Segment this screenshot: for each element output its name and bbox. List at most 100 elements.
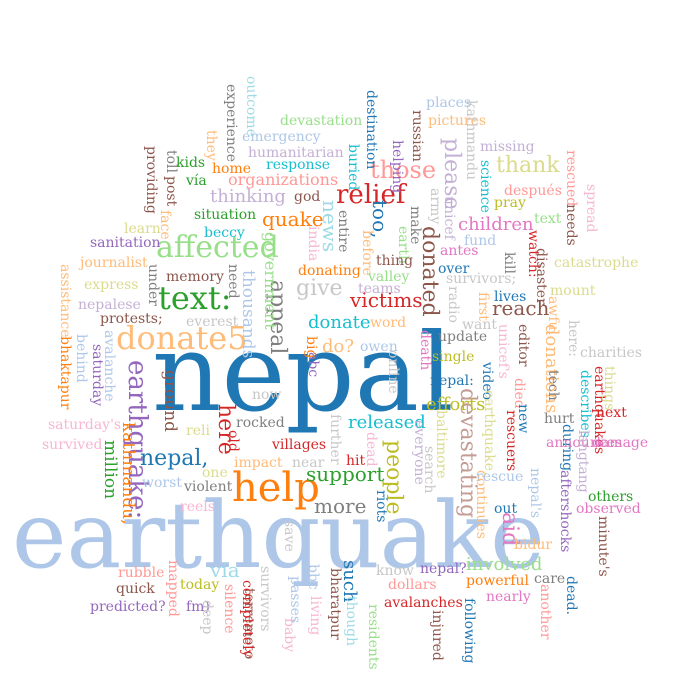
w-abc: abc	[305, 352, 321, 378]
w-outcome: outcome	[243, 76, 259, 137]
w-damage: damage	[592, 435, 649, 451]
w-via-2: vía	[186, 173, 207, 189]
w-text-plain: text	[534, 211, 562, 227]
w-powerful: powerful	[466, 573, 530, 589]
w-out: out	[494, 501, 518, 517]
w-rocked: rocked	[236, 415, 285, 431]
w-missing: missing	[480, 139, 535, 155]
w-nepalese: nepalese	[78, 297, 141, 313]
w-worst: worst	[142, 475, 182, 491]
w-survivors: survivors	[257, 566, 273, 632]
w-nepals: nepal's	[527, 468, 543, 519]
w-rescued: rescued	[563, 150, 579, 207]
w-teams: teams	[358, 281, 401, 297]
w-sanitation: sanitation	[90, 235, 161, 251]
w-aftershocks: aftershocks	[557, 470, 573, 553]
w-valley: valley	[368, 269, 410, 285]
w-following: following	[461, 598, 477, 664]
w-bidur: bidur	[514, 537, 553, 553]
w-help: help	[232, 465, 320, 511]
w-home: home	[212, 161, 252, 177]
w-things: things	[601, 366, 617, 411]
w-silence: silence	[221, 584, 237, 634]
w-quake: quake	[262, 207, 324, 231]
w-post: post	[163, 176, 179, 207]
w-today: today	[180, 577, 220, 593]
w-survived: survived	[42, 437, 103, 453]
w-organizations: organizations	[228, 170, 339, 189]
w-save: save	[281, 520, 297, 552]
w-spread: spread	[583, 184, 599, 233]
w-memory: memory	[166, 269, 224, 285]
w-helping: helping	[389, 140, 405, 194]
w-science: science	[477, 160, 493, 213]
w-word: word	[370, 315, 407, 331]
w-online: online	[385, 350, 401, 394]
w-next: next	[596, 405, 627, 421]
w-journalist: journalist	[80, 255, 148, 271]
w-one: one	[202, 465, 228, 481]
w-assistance: assistance	[57, 264, 73, 338]
w-thinking: thinking	[210, 186, 286, 207]
w-rescuers: rescuers	[503, 410, 519, 472]
w-protests: protests;	[100, 311, 163, 327]
w-another: another	[537, 584, 553, 640]
w-radio: radio	[445, 286, 461, 323]
w-unicefs: unicef's	[495, 324, 511, 379]
w-experience: experience	[223, 84, 239, 163]
w-editor: editor	[515, 324, 531, 367]
w-learn: learn	[124, 221, 161, 237]
w-victims: victims	[350, 288, 423, 312]
w-buried: buried	[345, 144, 361, 191]
w-donate5: donate5	[116, 319, 248, 357]
w-thank: thank	[496, 153, 560, 178]
w-earthquake: earthquake	[12, 482, 545, 589]
w-thousands: thousands	[238, 270, 258, 359]
w-deep: deep	[199, 600, 215, 635]
w-thing: thing	[376, 253, 414, 269]
w-announces: announces	[546, 435, 623, 451]
w-entire: entire	[335, 210, 351, 253]
w-bbc: bbc	[305, 564, 321, 590]
w-rescue: rescue	[476, 469, 524, 485]
w-devastation: devastation	[280, 113, 363, 129]
w-describes: describes	[577, 370, 593, 438]
w-children: children	[458, 214, 534, 235]
w-relief: relief	[336, 180, 406, 210]
w-express: express	[84, 277, 139, 293]
w-dead: dead	[363, 432, 379, 467]
w-minutes: minute's	[595, 516, 611, 577]
w-nepal: nepal	[152, 311, 454, 436]
w-near: near	[292, 455, 325, 471]
w-toll: toll	[163, 150, 179, 174]
w-they: they	[203, 130, 219, 161]
w-affected: affected	[156, 230, 279, 265]
w-hurt: hurt	[544, 411, 575, 427]
w-reli: reli	[186, 423, 210, 439]
w-fm: fm)	[186, 599, 210, 615]
w-quick: quick	[116, 581, 155, 597]
w-here-colon: here:	[565, 320, 581, 357]
w-catastrophe: catastrophe	[554, 255, 639, 271]
w-death: death	[417, 330, 433, 371]
w-update: update	[438, 329, 488, 345]
w-continues: continues	[473, 470, 489, 539]
w-avalanches: avalanches	[384, 595, 463, 611]
w-antes: antes	[440, 243, 479, 259]
w-mapped: mapped	[165, 560, 181, 617]
w-under: under	[145, 264, 161, 306]
w-care: care	[534, 571, 566, 587]
w-living: living	[307, 596, 323, 636]
w-released: released	[348, 412, 426, 433]
w-places: places	[426, 95, 472, 111]
w-pray: pray	[494, 195, 526, 211]
w-dead-dot: dead.	[563, 576, 579, 616]
w-kathmandu-comma: kathmandu,	[118, 422, 138, 525]
w-hit: hit	[346, 453, 366, 469]
w-humanitarian: humanitarian	[248, 145, 344, 161]
w-observed: observed	[576, 501, 641, 517]
w-bhaktapur: bhaktapur	[57, 336, 73, 410]
w-lives: lives	[494, 289, 527, 305]
w-behind: behind	[73, 334, 89, 383]
